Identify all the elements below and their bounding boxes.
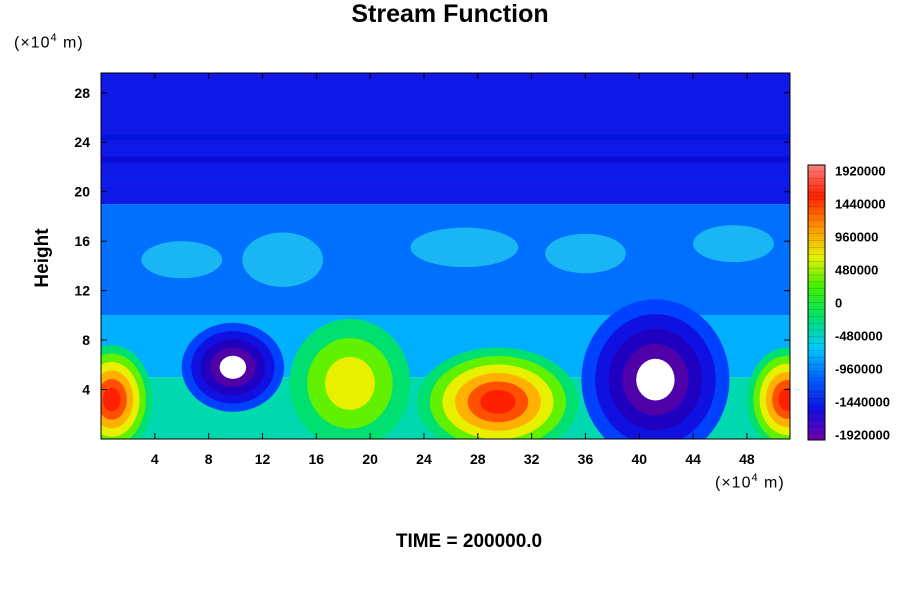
x-tick-label: 36 [578, 451, 594, 467]
field-patch [242, 232, 324, 287]
negative-cell-ring [102, 387, 121, 412]
x-tick-label: 20 [362, 451, 378, 467]
x-tick-label: 4 [151, 451, 159, 467]
y-tick-label: 28 [74, 85, 90, 101]
x-tick-label: 16 [309, 451, 325, 467]
y-tick-label: 16 [74, 233, 90, 249]
time-label: TIME = 200000.0 [395, 531, 543, 552]
field-stratum [101, 176, 790, 183]
colorbar-bar [807, 164, 826, 441]
field-patch [410, 227, 519, 268]
y-axis-unit: (×104 m) [14, 32, 84, 52]
colorbar-label: -1440000 [835, 395, 890, 410]
x-unit-suffix: m) [758, 474, 785, 492]
x-tick-label: 28 [470, 451, 486, 467]
positive-cell-ring [636, 358, 675, 401]
plot-frame [100, 72, 791, 440]
y-tick-label: 8 [82, 332, 90, 348]
colorbar-label: -960000 [835, 362, 883, 377]
x-tick-label: 8 [205, 451, 213, 467]
x-tick-label: 40 [631, 451, 647, 467]
field-patch [141, 241, 223, 279]
colorbar-label: -480000 [835, 329, 883, 344]
field-patch [693, 225, 774, 263]
positive-cell-ring [778, 388, 790, 411]
colorbar-label: 960000 [835, 230, 878, 245]
field-patch [545, 233, 626, 274]
y-axis: 4 8 12 16 20 24 28 [74, 85, 790, 398]
field-stratum [101, 156, 790, 163]
colorbar-label: 480000 [835, 263, 878, 278]
colorbar-label: -1920000 [835, 428, 890, 443]
x-unit-prefix: (×10 [715, 474, 752, 492]
positive-cell-ring [219, 355, 247, 379]
y-tick-label: 4 [82, 382, 90, 398]
colorbar-label: 1920000 [835, 164, 886, 179]
x-tick-label: 44 [685, 451, 701, 467]
negative-cell-ring [480, 390, 516, 414]
colorbar-label: 1440000 [835, 197, 886, 212]
y-unit-suffix: m) [57, 34, 84, 52]
x-tick-label: 32 [524, 451, 540, 467]
x-tick-label: 48 [739, 451, 755, 467]
contour-field [101, 73, 790, 439]
x-tick-label: 24 [416, 451, 432, 467]
y-tick-label: 24 [74, 134, 90, 150]
x-axis-unit: (×104 m) [715, 472, 785, 492]
y-axis-label: Height [32, 228, 53, 288]
x-unit-exponent: 4 [751, 472, 759, 484]
chart-title: Stream Function [351, 0, 549, 28]
y-tick-label: 12 [74, 283, 90, 299]
x-axis: 4 8 12 16 20 24 28 32 36 40 44 48 [151, 73, 755, 467]
y-unit-prefix: (×10 [14, 34, 51, 52]
colorbar: 1920000 1440000 960000 480000 0 -480000 -96000… [807, 164, 890, 443]
x-tick-label: 12 [255, 451, 271, 467]
field-stratum [101, 134, 790, 141]
y-tick-label: 20 [74, 184, 90, 200]
colorbar-label: 0 [835, 296, 842, 311]
y-unit-exponent: 4 [50, 32, 58, 44]
positive-cell-ring [325, 356, 375, 410]
